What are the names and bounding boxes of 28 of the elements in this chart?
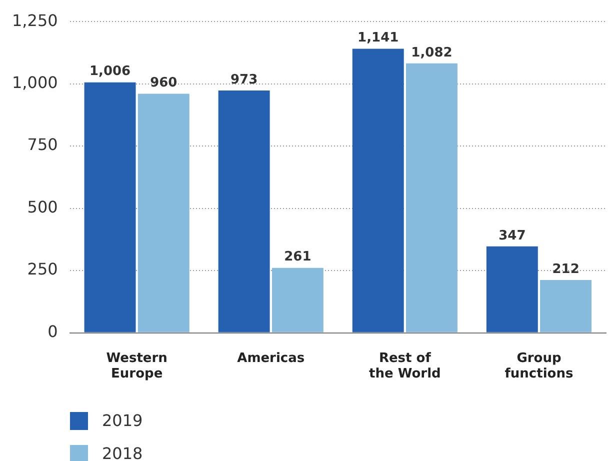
- text: 347: [498, 228, 526, 244]
- bar: [84, 82, 136, 332]
- bar: [406, 63, 458, 332]
- x-tick-label: Western Europe: [106, 350, 168, 382]
- text: 1,141: [358, 30, 399, 46]
- y-tick-label: 750: [27, 135, 58, 154]
- y-tick-label: 250: [27, 260, 58, 279]
- bar: [272, 268, 324, 332]
- text: 973: [230, 72, 258, 88]
- text: 1,006: [89, 64, 131, 80]
- bar: [540, 280, 592, 332]
- text: 212: [552, 262, 580, 277]
- bar: [218, 90, 270, 332]
- legend-label: 2019: [102, 411, 143, 430]
- legend-label: 2018: [102, 444, 143, 461]
- text: 261: [284, 250, 312, 265]
- y-tick-label: 1,000: [12, 72, 58, 92]
- x-tick-label: Americas: [237, 350, 305, 366]
- x-tick-label: Group functions: [504, 350, 574, 382]
- text: 1,082: [411, 45, 452, 60]
- x-tick-label: Rest of the World: [369, 350, 441, 382]
- bar: [138, 94, 190, 332]
- y-tick-label: 1,250: [12, 10, 58, 30]
- bar: [352, 48, 404, 332]
- y-tick-label: 500: [27, 197, 58, 216]
- text: 960: [150, 76, 178, 91]
- y-tick-label: 0: [48, 322, 58, 341]
- bar: [486, 246, 538, 332]
